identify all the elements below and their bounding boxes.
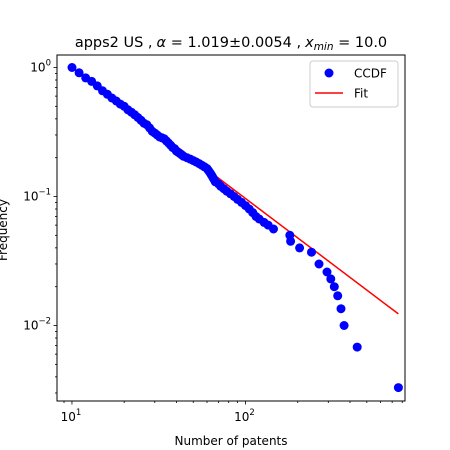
ccdf-point (333, 291, 342, 300)
ccdf-point (295, 243, 304, 252)
y-axis-label: Frequency (0, 199, 10, 261)
ccdf-point (286, 237, 295, 246)
y-tick-label: 100 (30, 59, 51, 75)
title-prefix: apps2 US , (75, 35, 153, 51)
legend: CCDF Fit (310, 61, 398, 107)
x-tick-label: 102 (234, 408, 255, 424)
ccdf-point (269, 225, 278, 234)
title-x-symbol: x (304, 35, 314, 51)
chart-title: apps2 US ,α = 1.019±0.0054 ,xmin = 10.0 (75, 35, 387, 53)
ticks-layer: 101 102 10−2 10−1 100 (23, 59, 402, 424)
legend-ccdf-label: CCDF (354, 67, 387, 81)
ccdf-point (330, 282, 339, 291)
ccdf-point (394, 383, 403, 392)
title-x-subscript: min (314, 41, 334, 53)
title-alpha-value: = 1.019±0.0054 , (166, 35, 301, 51)
title-alpha-symbol: α (157, 35, 167, 51)
ccdf-point (315, 260, 324, 269)
points-layer (68, 63, 403, 392)
ccdf-point (353, 343, 362, 352)
x-axis-label: Number of patents (174, 434, 287, 448)
legend-ccdf-marker (325, 69, 334, 78)
ccdf-point (307, 248, 316, 257)
title-xmin-value: = 10.0 (334, 35, 388, 51)
legend-fit-label: Fit (354, 87, 368, 101)
ccdf-point (340, 321, 349, 330)
ccdf-point (326, 274, 335, 283)
y-tick-label: 10−1 (23, 188, 51, 204)
ccdf-point (337, 304, 346, 313)
x-tick-label: 101 (61, 408, 82, 424)
y-tick-label: 10−2 (23, 317, 51, 333)
